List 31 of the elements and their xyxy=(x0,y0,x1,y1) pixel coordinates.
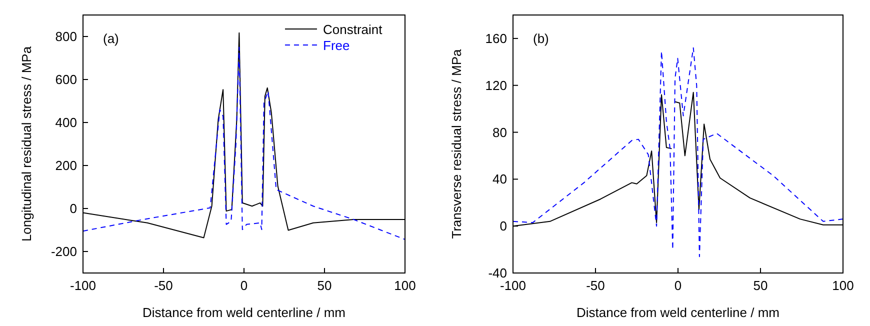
y-tick-label: 200 xyxy=(55,158,77,173)
x-tick-label: -50 xyxy=(586,278,605,293)
x-tick-label: 0 xyxy=(240,278,248,293)
y-tick-label: 40 xyxy=(492,172,507,187)
y-tick-label: 80 xyxy=(492,124,507,140)
legend-label: Constraint xyxy=(323,22,383,37)
y-tick-label: 160 xyxy=(485,30,507,46)
y-tick-label: 800 xyxy=(55,29,77,44)
x-tick-label: -100 xyxy=(70,278,96,293)
legend-label: Free xyxy=(323,38,350,53)
x-tick-label: 50 xyxy=(753,278,768,293)
y-tick-label: 400 xyxy=(55,115,77,130)
x-tick-label: 0 xyxy=(674,278,682,293)
y-tick-label: 120 xyxy=(485,78,507,93)
y-tick-label: 0 xyxy=(70,201,77,216)
x-tick-label: 100 xyxy=(832,278,854,293)
x-tick-label: -100 xyxy=(500,278,526,293)
y-tick-label: -40 xyxy=(488,266,507,280)
y-axis-title: Transverse residual stress / MPa xyxy=(449,48,464,239)
x-axis-title: Distance from weld centerline / mm xyxy=(142,305,346,320)
annotation: (b) xyxy=(533,31,549,46)
y-axis-title: Longitudinal residual stress / MPa xyxy=(19,46,34,242)
y-tick-label: 600 xyxy=(55,72,77,87)
y-tick-label: 0 xyxy=(500,218,507,234)
x-tick-label: -50 xyxy=(154,278,173,293)
x-tick-label: 100 xyxy=(394,278,416,293)
x-tick-label: 50 xyxy=(317,278,332,293)
x-axis-title: Distance from weld centerline / mm xyxy=(576,305,780,320)
line-series xyxy=(512,47,844,258)
y-tick-label: -200 xyxy=(50,244,77,259)
annotation: (a) xyxy=(103,31,119,46)
